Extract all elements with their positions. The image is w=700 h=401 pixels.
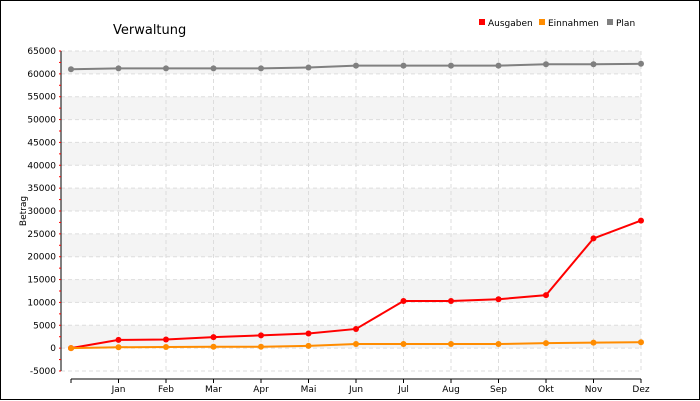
y-tick-label: 30000 [27, 207, 56, 217]
data-point [353, 341, 359, 348]
y-tick-label: 45000 [27, 138, 56, 148]
plot-band [61, 188, 641, 211]
x-tick-label: Sep [490, 385, 507, 395]
data-point [400, 341, 407, 348]
y-tick-label: 50000 [27, 116, 56, 126]
data-point [210, 343, 217, 350]
data-point [210, 334, 217, 341]
plot-band [61, 279, 641, 303]
legend-label: Plan [616, 19, 635, 29]
data-point [638, 339, 644, 346]
gridlines [61, 50, 642, 372]
data-point [543, 340, 549, 347]
data-point [495, 296, 502, 303]
legend-swatch [539, 19, 545, 25]
data-point [400, 298, 407, 305]
plot-bands [61, 51, 641, 349]
y-tick-label: 60000 [27, 70, 56, 80]
y-tick-label: 25000 [27, 230, 56, 240]
x-tick-label: Apr [253, 385, 269, 395]
data-point [495, 341, 502, 348]
plot-band [61, 51, 641, 74]
data-point [353, 325, 359, 332]
y-tick-label: 15000 [27, 276, 56, 286]
data-point [115, 65, 122, 72]
x-tick-label: Feb [158, 385, 174, 395]
plot-band [61, 96, 641, 120]
x-tick-label: Nov [585, 385, 603, 395]
y-tick-label: 40000 [27, 161, 56, 171]
data-point [543, 61, 549, 68]
x-tick-label: Aug [442, 385, 460, 395]
data-point [210, 65, 217, 72]
legend-swatch [607, 19, 613, 25]
data-point [400, 62, 407, 69]
data-point [115, 336, 122, 343]
data-point [448, 62, 454, 69]
data-point [638, 217, 644, 224]
series-plan [68, 60, 644, 73]
data-point [68, 345, 74, 352]
y-tick-label: 10000 [27, 298, 56, 308]
series-einnahmen [68, 339, 644, 352]
chart-title: Verwaltung [113, 23, 186, 38]
x-tick-label: Jun [348, 385, 363, 395]
data-point [68, 66, 74, 73]
legend-swatch [479, 19, 485, 25]
data-point [590, 339, 597, 346]
data-point [258, 65, 264, 72]
plot-band [61, 233, 641, 257]
x-tick-labels: Jan Feb Mar Apr Mai Jun Jul Aug Sep Okt Nov Dez [111, 385, 650, 395]
data-point [353, 62, 359, 69]
legend-label: Einnahmen [548, 19, 599, 29]
y-tick-label: -5000 [30, 367, 56, 377]
series-layer [68, 60, 644, 352]
plot-band [61, 142, 641, 166]
legend: Ausgaben Einnahmen Plan [479, 19, 635, 29]
data-point [163, 65, 169, 72]
x-tick-label: Mai [301, 385, 317, 395]
data-point [495, 62, 502, 69]
x-tick-label: Okt [538, 385, 554, 395]
axes [59, 50, 642, 383]
data-point [448, 341, 454, 348]
data-point [258, 343, 264, 350]
y-axis-label: Betrag [19, 196, 29, 226]
legend-label: Ausgaben [488, 19, 533, 29]
x-tick-label: Jan [111, 385, 126, 395]
y-tick-label: 0 [50, 344, 56, 354]
data-point [305, 64, 312, 71]
data-point [115, 344, 122, 351]
data-point [305, 330, 312, 337]
y-tick-labels: -5000 0 5000 10000 15000 20000 25000 30000 35000… [27, 47, 56, 377]
data-point [305, 342, 312, 349]
data-point [638, 60, 644, 67]
data-point [163, 336, 169, 343]
x-tick-label: Mar [205, 385, 222, 395]
y-tick-label: 65000 [27, 47, 56, 57]
data-point [543, 292, 549, 299]
x-tick-label: Jul [397, 385, 409, 395]
y-tick-label: 20000 [27, 253, 56, 263]
data-point [163, 344, 169, 350]
data-point [258, 332, 264, 339]
x-tick-label: Dez [632, 385, 649, 395]
data-point [590, 61, 597, 68]
y-tick-label: 5000 [33, 321, 56, 331]
data-point [448, 298, 454, 305]
y-tick-label: 55000 [27, 93, 56, 103]
data-point [590, 235, 597, 242]
y-tick-label: 35000 [27, 184, 56, 194]
